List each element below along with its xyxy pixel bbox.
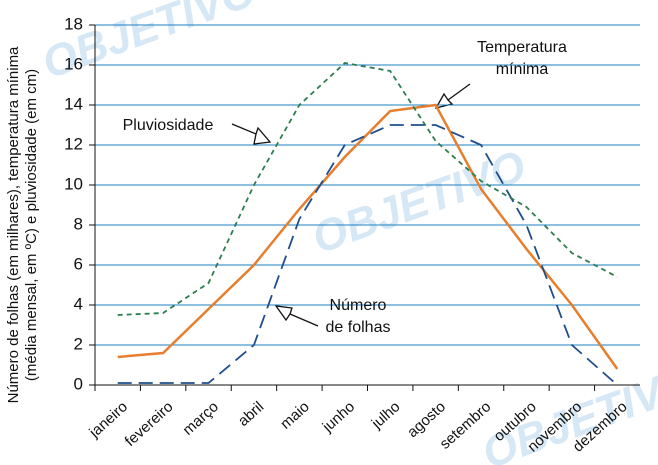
annotation: Pluviosidade (123, 117, 214, 134)
series-line (117, 103, 619, 370)
y-tick-label: 10 (64, 174, 83, 193)
y-tick-label: 6 (74, 254, 83, 273)
y-axis-label-line: Número de folhas (em milhares), temperat… (5, 46, 22, 403)
annotation-line: Pluviosidade (123, 117, 214, 134)
annotation-line: mínima (496, 61, 549, 78)
y-tick-label: 14 (64, 94, 83, 113)
x-tick-label: fevereiro (122, 398, 177, 450)
x-tick-label: julho (368, 398, 404, 433)
y-tick-label: 4 (74, 294, 83, 313)
x-tick-label: março (180, 398, 222, 439)
series-line (117, 62, 618, 316)
y-tick-label: 18 (64, 14, 83, 33)
x-tick-label: junho (319, 398, 358, 436)
y-tick-label: 0 (74, 374, 83, 393)
annotation: Temperatura mínima (477, 39, 567, 78)
y-axis-label-line: (média mensal, em ºC) e pluviosidade (em… (23, 69, 40, 381)
annotation: Número de folhas (326, 297, 391, 336)
arrows (231, 83, 471, 327)
y-tick-label: 16 (64, 54, 83, 73)
x-tick-label: abril (235, 398, 267, 430)
arrow (231, 123, 272, 145)
x-tick-label: maio (277, 398, 313, 432)
annotation-line: de folhas (326, 319, 391, 336)
annotation-line: Número (330, 297, 387, 314)
annotation-line: Temperatura (477, 39, 567, 56)
watermark: OBJETIVO (306, 141, 532, 263)
y-tick-label: 2 (74, 334, 83, 353)
arrow (274, 305, 319, 327)
watermark: OBJETIVO (36, 0, 262, 88)
arrow (434, 83, 471, 110)
y-axis-label: Número de folhas (em milhares), temperat… (5, 46, 40, 403)
y-tick-label: 12 (64, 134, 83, 153)
series-line (117, 124, 618, 386)
y-tick-label: 8 (74, 214, 83, 233)
